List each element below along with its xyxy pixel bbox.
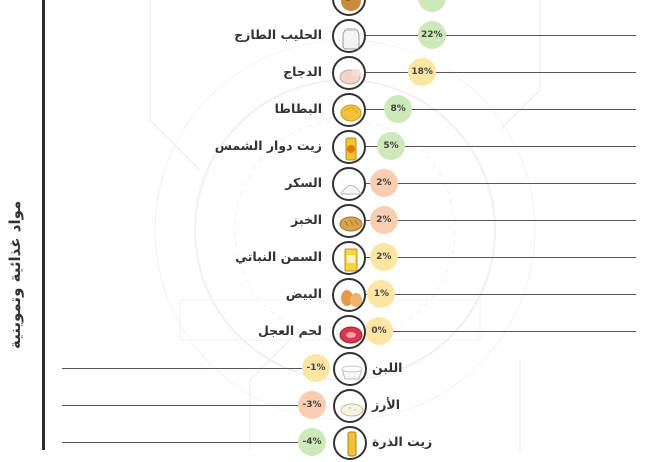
chart-row — [0, 0, 650, 18]
value-bubble: 8% — [384, 95, 413, 123]
row-label: زيت دوار الشمس — [214, 138, 322, 153]
chart-row: 2% السمن النباتي — [0, 239, 650, 277]
value-bubble: 1% — [367, 280, 396, 308]
yogurt-icon — [333, 352, 367, 386]
row-label: الدجاج — [283, 64, 322, 79]
bread-icon — [332, 204, 366, 238]
value-bubble: 22% — [417, 21, 446, 49]
sugar-icon — [332, 167, 366, 201]
ghee-icon — [332, 241, 366, 275]
value-bubble: 2% — [369, 206, 398, 234]
section-axis-bar — [42, 0, 45, 450]
value-bubble: 18% — [408, 58, 437, 86]
value-bubble: -1% — [302, 354, 330, 382]
row-label: زيت الذرة — [372, 434, 433, 449]
oil-bottle-icon — [333, 426, 367, 460]
chart-row: -4% زيت الذرة — [0, 424, 650, 462]
value-line — [366, 220, 636, 221]
row-label: الأرز — [372, 397, 400, 412]
value-line — [366, 257, 636, 258]
rice-icon — [333, 389, 367, 423]
value-line — [366, 72, 636, 73]
value-bubble: -3% — [298, 391, 326, 419]
chart-row: 22% الحليب الطازج — [0, 17, 650, 55]
value-bubble: 0% — [365, 317, 393, 345]
row-label: البطاطا — [274, 101, 322, 116]
value-line — [366, 109, 636, 110]
value-line — [62, 442, 298, 443]
row-label: البيض — [285, 286, 322, 301]
sunflower-oil-icon — [332, 130, 366, 164]
value-bubble: 2% — [369, 243, 398, 271]
value-line — [366, 331, 636, 332]
value-line — [366, 146, 636, 147]
row-label: السمن النباتي — [235, 249, 322, 264]
value-bubble — [418, 0, 446, 12]
chart-row: 2% الخبز — [0, 202, 650, 240]
row-label: اللبن — [372, 360, 403, 375]
chart-row: -1% اللبن — [0, 350, 650, 388]
chart-row: 18% الدجاج — [0, 54, 650, 92]
chart-row: 2% السكر — [0, 165, 650, 203]
chart-row: 0% لحم العجل — [0, 313, 650, 351]
potato-icon — [332, 93, 366, 127]
value-line — [366, 183, 636, 184]
chicken-icon — [332, 56, 366, 90]
chart-row: 8% البطاطا — [0, 91, 650, 129]
chart-row: -3% الأرز — [0, 387, 650, 425]
value-line — [366, 294, 636, 295]
value-bubble: 2% — [369, 169, 398, 197]
row-label: الحليب الطازج — [234, 27, 322, 42]
chart-row: 1% البيض — [0, 276, 650, 314]
milk-jug-icon — [332, 19, 366, 53]
value-bubble: -4% — [298, 428, 326, 456]
row-label: الخبز — [291, 212, 322, 227]
value-line — [62, 368, 302, 369]
row-label: السكر — [285, 175, 322, 190]
egg-icon — [332, 278, 366, 312]
value-line — [62, 405, 298, 406]
chart-row: 5% زيت دوار الشمس — [0, 128, 650, 166]
row-label: لحم العجل — [257, 323, 322, 338]
value-bubble: 5% — [377, 132, 405, 160]
value-line — [366, 35, 636, 36]
food-icon — [332, 0, 366, 16]
beef-icon — [332, 315, 366, 349]
